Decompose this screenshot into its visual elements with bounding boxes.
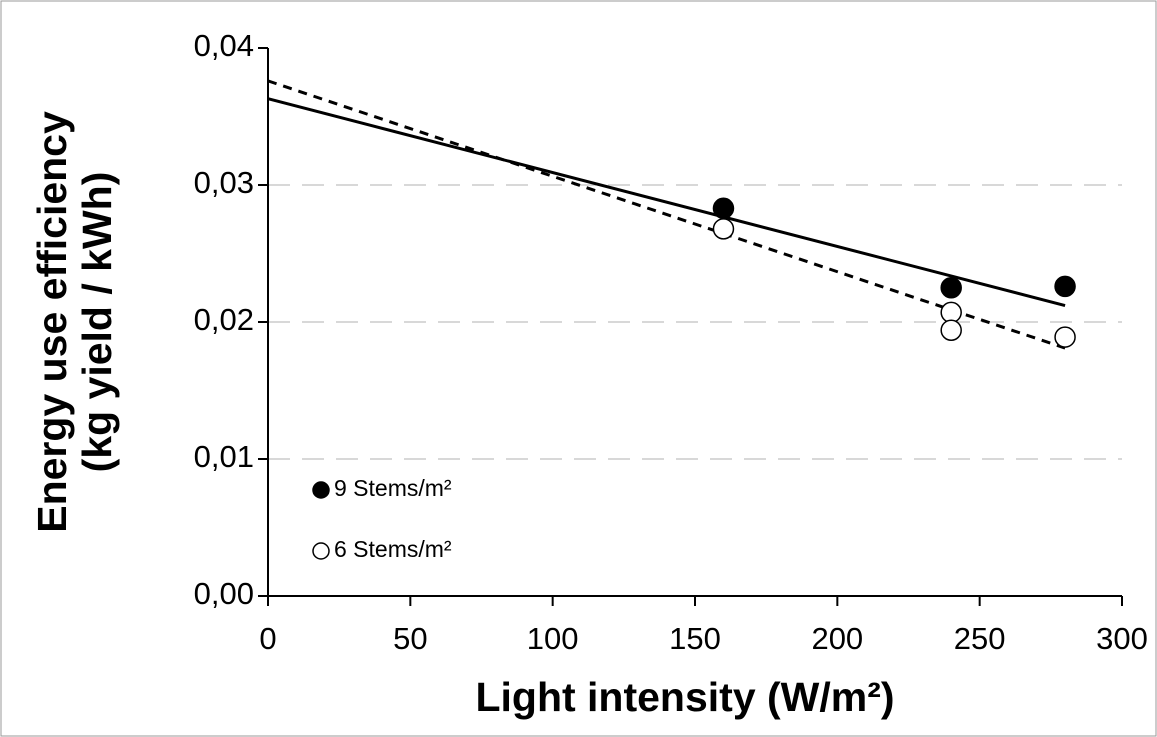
x-tick-label: 300 <box>1096 621 1148 656</box>
x-tick-label: 150 <box>669 621 721 656</box>
data-point <box>1054 275 1076 298</box>
x-tick-label: 250 <box>954 621 1006 656</box>
x-tick-label: 0 <box>259 621 276 656</box>
trend-line <box>267 79 1066 350</box>
y-tick-label: 0,04 <box>194 28 254 63</box>
legend-label: 9 Stems/m² <box>334 475 452 501</box>
y-axis-title-line: Energy use efficiency <box>29 111 75 533</box>
data-point <box>940 277 962 299</box>
legend-marker <box>312 542 330 560</box>
data-point <box>1054 326 1076 348</box>
trend-line <box>267 97 1066 308</box>
data-point <box>712 218 735 240</box>
y-tick-label: 0,01 <box>194 439 254 474</box>
y-tick-label: 0,02 <box>194 302 254 337</box>
legend-marker <box>312 481 330 499</box>
y-axis-title: Energy use efficiency (kg yield / kWh) <box>29 111 120 533</box>
data-point <box>940 301 962 324</box>
y-tick-label: 0,00 <box>194 576 254 611</box>
data-point <box>940 319 962 341</box>
x-axis-title: Light intensity (W/m²) <box>475 674 894 720</box>
data-point <box>712 197 735 220</box>
x-tick-label: 200 <box>811 621 863 656</box>
x-tick-label: 100 <box>527 621 579 656</box>
y-axis-title-line: (kg yield / kWh) <box>74 172 120 473</box>
legend-label: 6 Stems/m² <box>334 536 452 562</box>
y-tick-label: 0,03 <box>194 165 254 200</box>
x-tick-label: 50 <box>393 621 427 656</box>
